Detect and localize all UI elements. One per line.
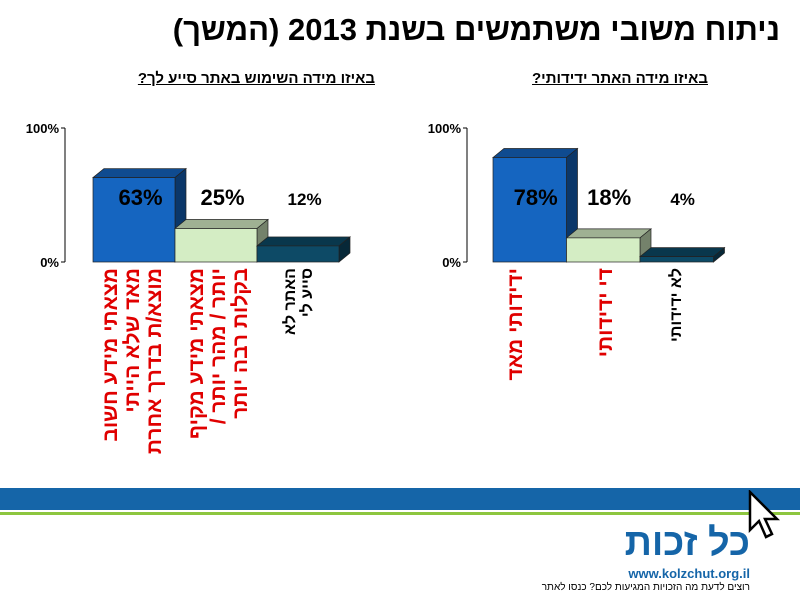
category-label: די ידידותי xyxy=(594,268,617,483)
category-label-line: די ידידותי xyxy=(594,268,617,358)
bar xyxy=(256,245,340,263)
bar xyxy=(566,237,641,263)
category-label-line: סייע לי xyxy=(299,268,316,318)
data-label: 63% xyxy=(119,185,163,210)
data-label: 25% xyxy=(201,185,245,210)
data-label: 12% xyxy=(288,190,322,209)
category-label-line: יותר / מהר יותר / xyxy=(207,268,230,425)
bar xyxy=(492,157,567,263)
bar-top xyxy=(256,236,351,247)
bar-top xyxy=(639,247,726,257)
chart-left-title: באיזו מידה השימוש באתר סייע לך? xyxy=(137,70,375,87)
y-tick-label: 0% xyxy=(442,255,461,270)
footer-band xyxy=(0,488,800,510)
category-label-line: לא ידידותי xyxy=(668,268,685,342)
bar-top xyxy=(174,219,269,229)
bar xyxy=(92,177,176,263)
site-url[interactable]: www.kolzchut.org.il xyxy=(628,566,750,581)
charts: 100% 0% 63% 25% 12% 100% 0% 78% 18% 4% xyxy=(26,121,726,270)
data-label: 78% xyxy=(514,185,558,210)
y-tick-label: 0% xyxy=(40,255,59,270)
bar xyxy=(174,228,258,263)
category-label-line: בקלות רבה יותר xyxy=(229,268,252,419)
kolzchut-logo: כל זכות xyxy=(624,522,750,564)
category-label-line: מאד שלא הייתי xyxy=(121,268,144,413)
y-tick-label: 100% xyxy=(26,121,60,136)
bar-top xyxy=(92,168,187,178)
category-label-line: מצאתי מידע מקיף xyxy=(185,268,208,440)
chart-right-title: באיזו מידה האתר ידידותי? xyxy=(532,70,708,87)
category-label-line: האתר לא xyxy=(282,268,299,335)
footer-line xyxy=(0,512,800,515)
category-label-line: ידידותי מאד xyxy=(504,268,527,381)
category-label: מצאתי מידע מקיף יותר / מהר יותר / בקלות רב… xyxy=(185,268,252,483)
category-label-line: מוצא/ת בדרך אחרת xyxy=(143,268,166,455)
category-label: האתר לא סייע לי xyxy=(282,268,316,483)
mouse-cursor-icon xyxy=(748,490,780,539)
category-label: מצאתי מידע חשוב מאד שלא הייתי מוצא/ת בדרך … xyxy=(99,268,166,483)
data-label: 4% xyxy=(670,190,695,209)
data-label: 18% xyxy=(587,185,631,210)
bar-top xyxy=(492,148,579,158)
slide-title: ניתוח משובי משתמשים בשנת 2013 (המשך) xyxy=(172,12,780,47)
bar xyxy=(639,256,714,263)
y-tick-label: 100% xyxy=(428,121,462,136)
bar-top xyxy=(565,228,652,239)
category-label: ידידותי מאד xyxy=(504,268,527,483)
category-label: לא ידידותי xyxy=(668,268,685,483)
tagline: רוצים לדעת מה הזכויות המגיעות לכם? כנסו … xyxy=(541,582,750,593)
category-label-line: מצאתי מידע חשוב xyxy=(99,268,122,442)
